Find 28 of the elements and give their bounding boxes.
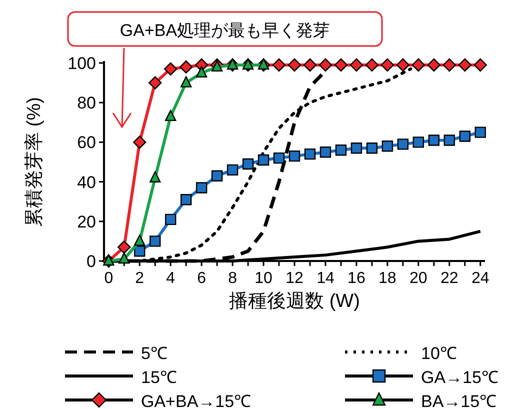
x-axis-title: 播種後週数 (W)	[229, 291, 360, 312]
x-tick-label: 18	[378, 270, 396, 287]
x-tick-label: 6	[197, 270, 206, 287]
x-tick-label: 10	[254, 270, 273, 287]
y-tick-label: 80	[77, 94, 96, 113]
x-tick-label: 8	[228, 270, 238, 287]
x-tick-label: 14	[316, 270, 334, 287]
y-tick-label: 100	[68, 54, 96, 73]
x-tick-label: 22	[440, 270, 458, 287]
y-axis-title: 累積発芽率 (%)	[23, 97, 45, 227]
y-tick-label: 20	[77, 212, 96, 232]
y-tick-label: 0	[86, 252, 96, 271]
legend-label: GA+BA→15℃	[141, 392, 252, 409]
y-tick-label: 40	[77, 172, 96, 192]
x-tick-label: 0	[104, 270, 114, 287]
x-tick-label: 4	[166, 270, 176, 287]
legend-label: 15℃	[141, 368, 177, 387]
legend-label: BA→15℃	[421, 392, 497, 409]
x-tick-label: 2	[135, 270, 144, 287]
x-tick-label: 20	[410, 270, 428, 287]
y-tick-label: 60	[77, 133, 96, 152]
x-tick-label: 16	[348, 270, 366, 287]
x-tick-label: 12	[286, 270, 304, 287]
legend-label: 5℃	[141, 344, 168, 363]
text: GA+BA処理が最も早く発芽	[120, 21, 330, 40]
x-tick-label: 24	[471, 270, 490, 287]
legend-label: GA→15℃	[421, 368, 498, 387]
legend-label: 10℃	[421, 344, 457, 363]
